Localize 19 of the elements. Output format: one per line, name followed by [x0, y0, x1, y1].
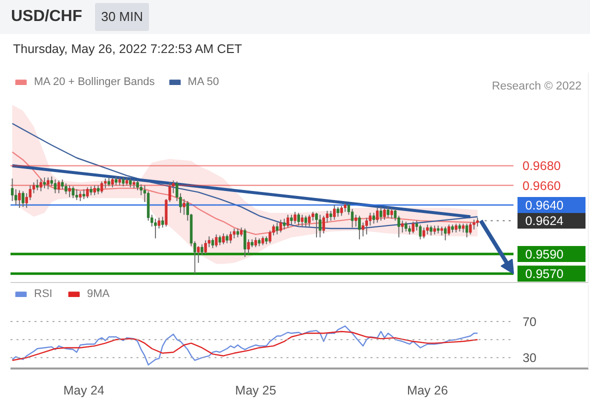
y-tick-label: 0.9570	[525, 267, 564, 282]
annotation: Research © 2022	[492, 80, 582, 92]
y-tick-label: 0.9590	[525, 248, 564, 262]
x-tick-label: May 24	[63, 384, 104, 398]
text: 30 MIN	[95, 2, 150, 32]
y-tick-label: 0.9624	[525, 214, 564, 228]
y-tick-label: 30	[522, 351, 537, 366]
x-tick-label: May 25	[235, 384, 276, 398]
legend-label: MA 50	[188, 76, 219, 88]
chart-title: USD/CHF	[11, 6, 82, 27]
ref-line-label: 0.9680	[522, 159, 561, 174]
chart-subtitle: Thursday, May 26, 2022 7:22:53 AM CET	[12, 41, 244, 58]
ref-line-label: 0.9660	[522, 178, 561, 193]
legend-label: RSI	[34, 288, 54, 300]
legend-label: MA 20 + Bollinger Bands	[34, 76, 155, 88]
legend-label: 9MA	[87, 288, 110, 300]
y-tick-label: 0.9640	[525, 198, 564, 212]
y-tick-label: 70	[522, 315, 537, 330]
x-tick-label: May 26	[406, 384, 448, 398]
